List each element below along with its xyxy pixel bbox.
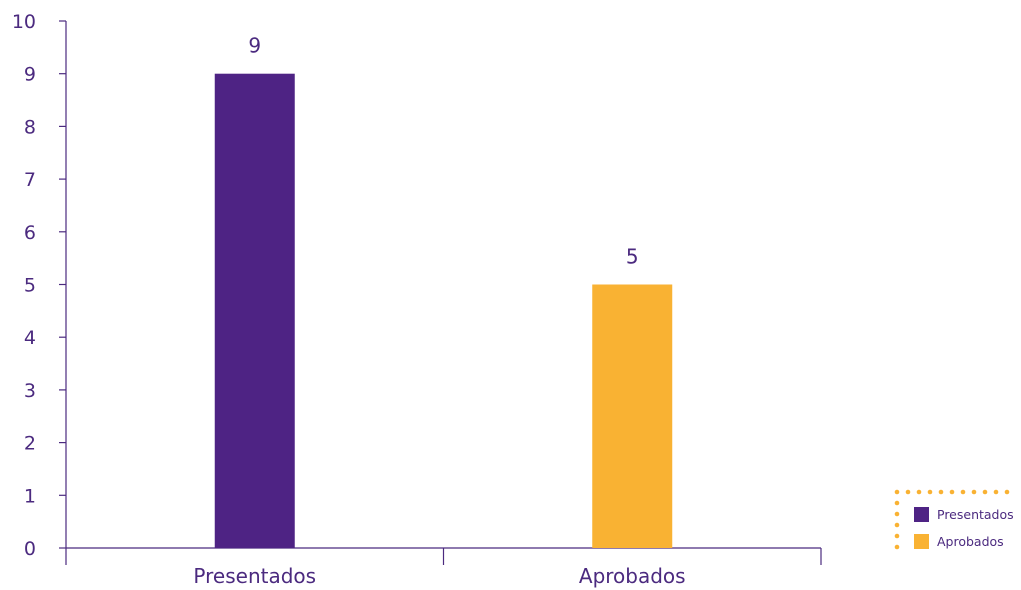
legend-border-dot: [927, 489, 933, 495]
bar-aprobados: [592, 284, 673, 548]
legend-border-dot: [894, 544, 900, 550]
legend-label: Presentados: [937, 507, 1014, 522]
data-labels: 95: [248, 34, 638, 269]
legend-border-dot: [982, 489, 988, 495]
legend-border-dot: [905, 489, 911, 495]
x-category-label: Presentados: [193, 564, 316, 588]
y-tick-label: 7: [24, 169, 36, 191]
legend-border-dot: [894, 500, 900, 506]
data-label: 5: [626, 245, 639, 269]
y-tick-label: 4: [24, 327, 36, 349]
legend-border-dot: [894, 511, 900, 517]
data-label: 9: [248, 34, 261, 58]
y-tick-label: 9: [24, 64, 36, 86]
legend-border-dot: [960, 489, 966, 495]
bars: [214, 73, 673, 548]
legend-border-dot: [993, 489, 999, 495]
y-tick-label: 6: [24, 222, 36, 244]
axes: [65, 21, 822, 565]
y-tick-label: 0: [24, 538, 36, 560]
y-tick-label: 2: [24, 433, 36, 455]
legend-border-dot: [916, 489, 922, 495]
legend: Presentados Aprobados: [894, 489, 1014, 550]
legend-border-dot: [971, 489, 977, 495]
legend-border-dot: [894, 522, 900, 528]
legend-border-dot: [894, 489, 900, 495]
y-tick-label: 1: [24, 485, 36, 507]
y-tick-label: 5: [24, 275, 36, 297]
legend-border-dot: [938, 489, 944, 495]
legend-swatch: [914, 534, 929, 549]
legend-border-dot: [949, 489, 955, 495]
y-axis-ticks: 0 1 2 3 4 5 6 7 8 9 10: [12, 11, 66, 560]
y-tick-label: 10: [12, 11, 36, 33]
legend-border-dot: [1004, 489, 1010, 495]
legend-swatch: [914, 507, 929, 522]
legend-border-dot: [894, 533, 900, 539]
category-labels: Presentados Aprobados: [193, 564, 685, 588]
x-category-label: Aprobados: [579, 564, 686, 588]
y-tick-label: 3: [24, 380, 36, 402]
y-tick-label: 8: [24, 116, 36, 138]
bar-presentados: [214, 73, 295, 548]
legend-label: Aprobados: [937, 534, 1004, 549]
